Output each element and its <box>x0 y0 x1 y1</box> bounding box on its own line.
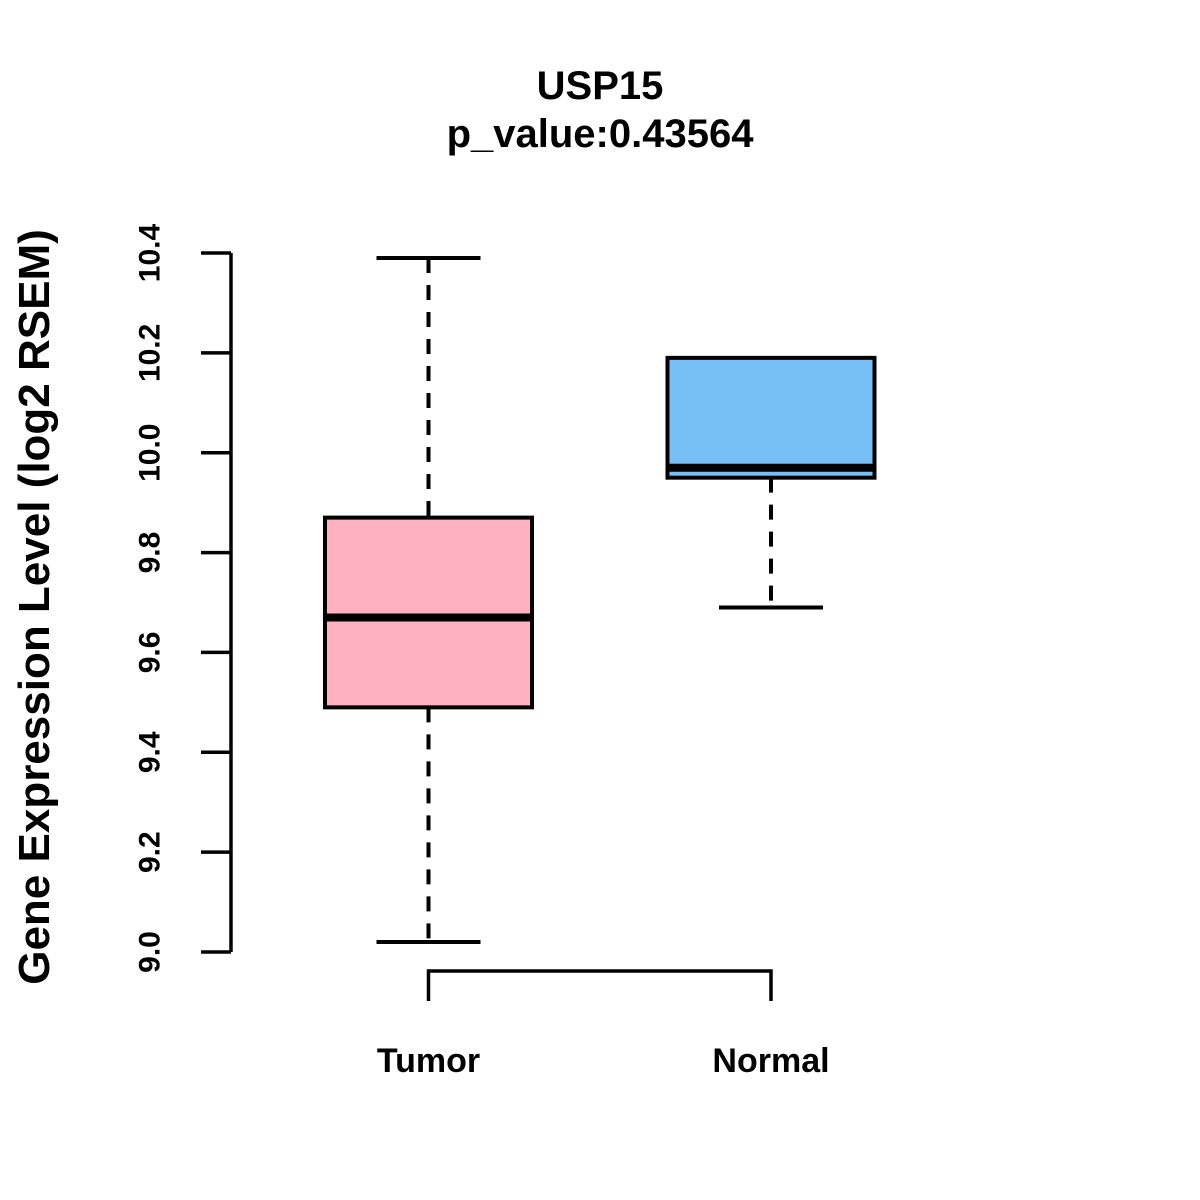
y-axis-tick-label: 10.4 <box>134 223 167 282</box>
iqr-box <box>323 515 534 710</box>
y-axis-tick-label: 9.8 <box>134 532 167 574</box>
y-axis-tick-label: 10.2 <box>134 324 167 382</box>
y-axis-tick-label: 9.4 <box>134 731 167 773</box>
x-axis-category-label: Tumor <box>377 1042 480 1080</box>
boxplot-group-normal <box>665 355 877 610</box>
y-axis-tick-label: 9.2 <box>134 831 167 873</box>
x-axis-line <box>426 969 773 1001</box>
y-axis-tick-label: 9.0 <box>134 931 167 973</box>
y-axis-tick-label: 10.0 <box>134 424 167 482</box>
y-axis-tick-label: 9.6 <box>134 632 167 674</box>
x-axis-category-label: Normal <box>712 1042 829 1080</box>
iqr-box <box>665 355 877 480</box>
boxplot-group-tumor <box>323 255 534 945</box>
chart-header: USP15 p_value:0.43564 <box>0 62 1200 158</box>
chart-title: USP15 <box>536 64 664 108</box>
chart-subtitle-pvalue: p_value:0.43564 <box>446 112 754 156</box>
